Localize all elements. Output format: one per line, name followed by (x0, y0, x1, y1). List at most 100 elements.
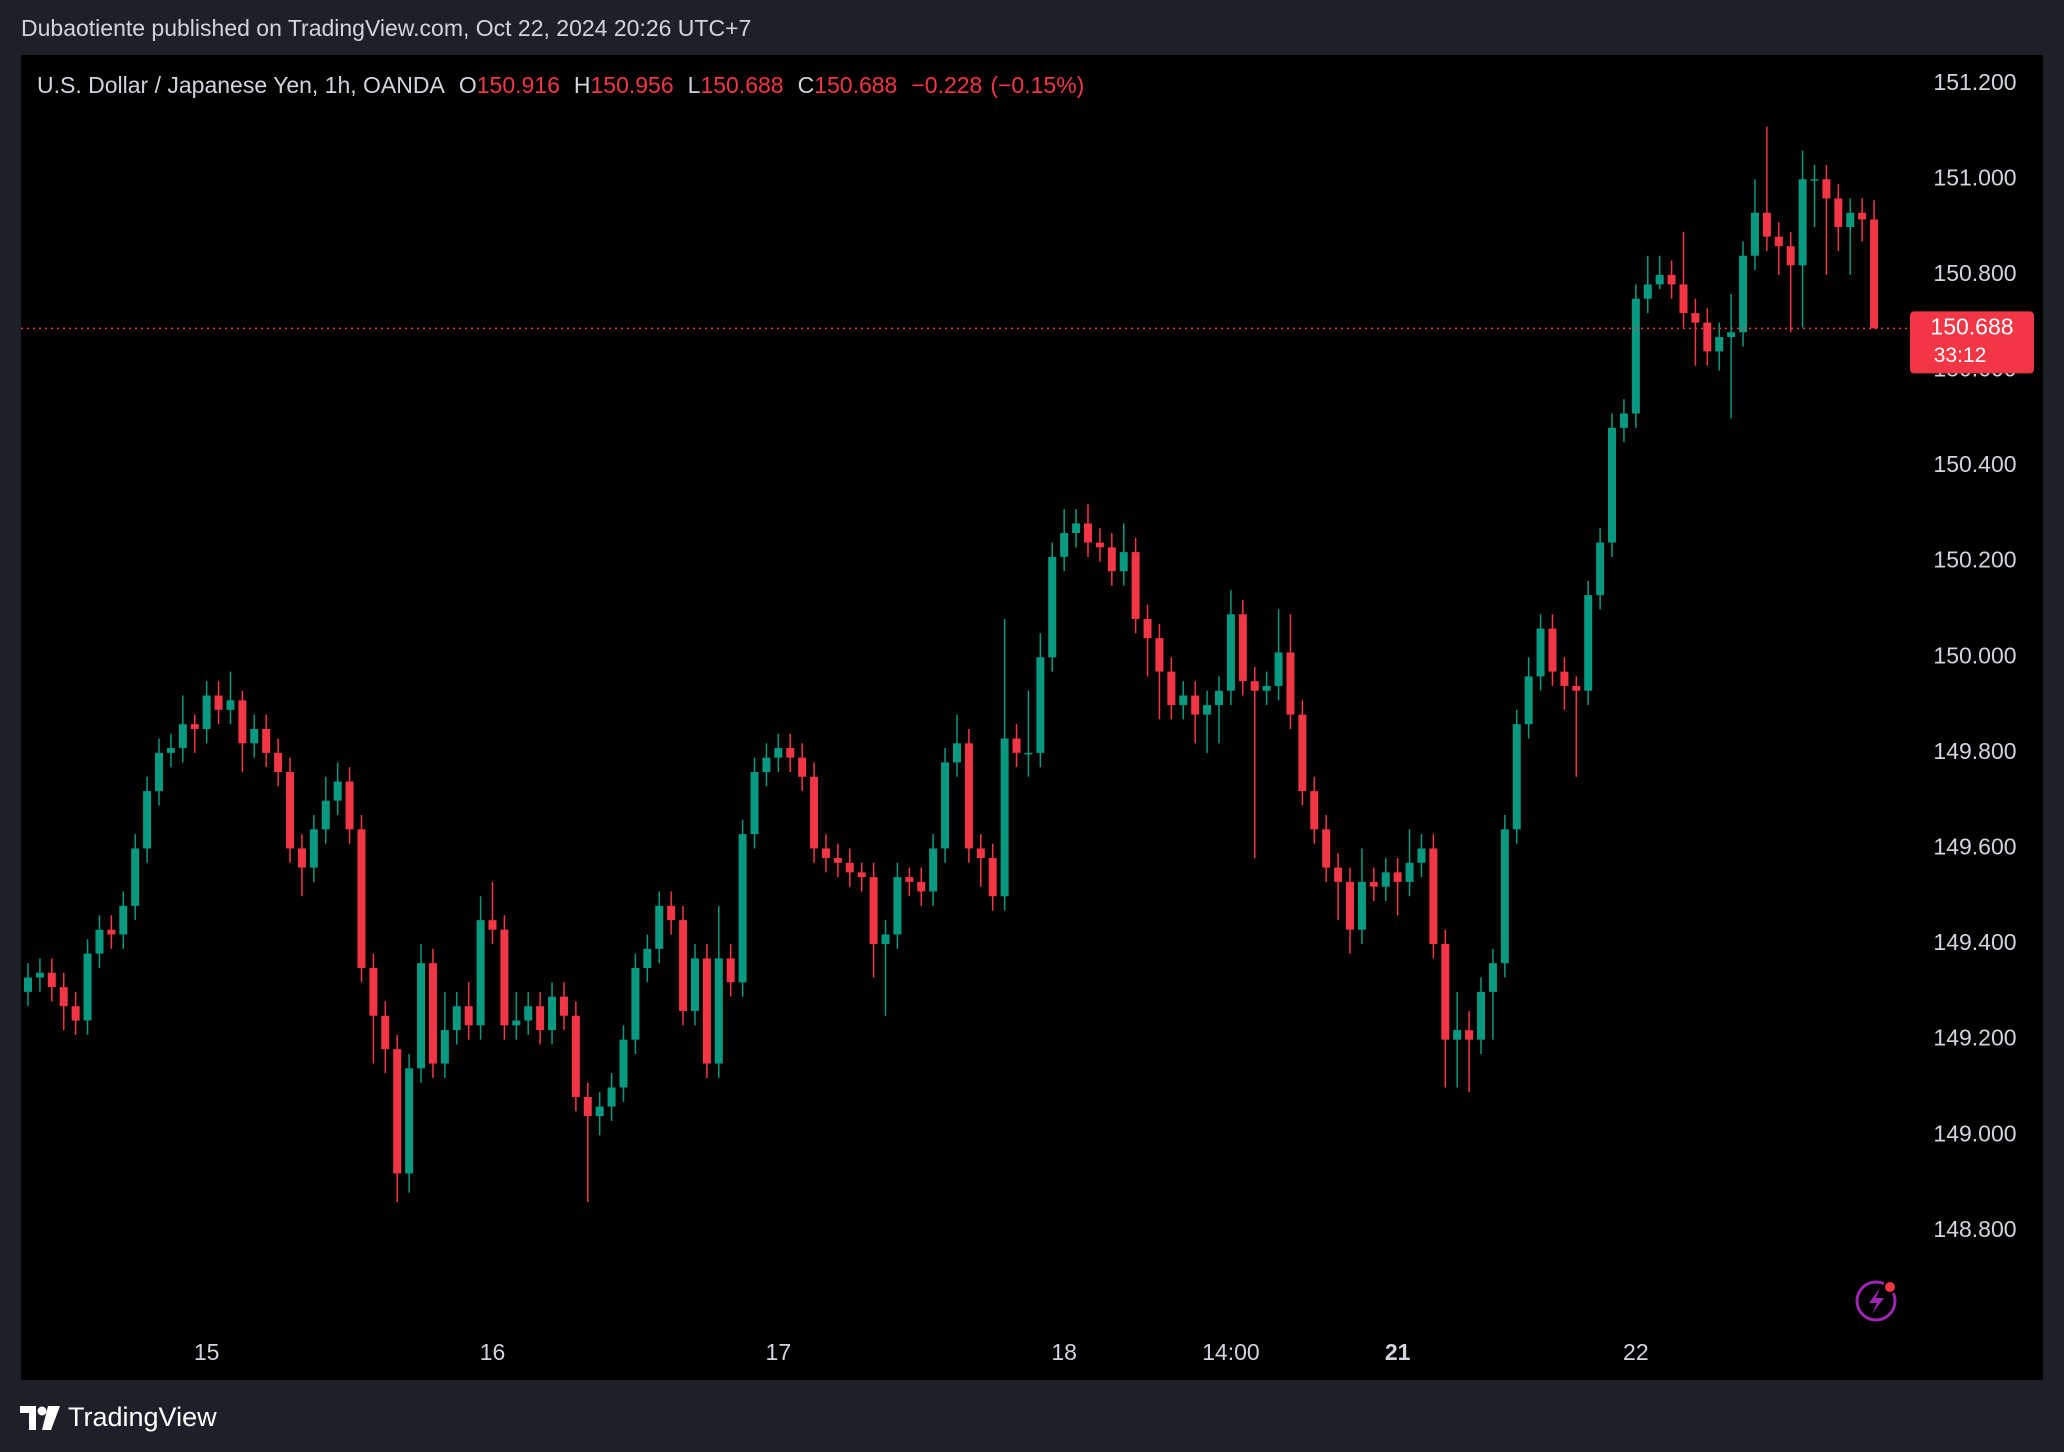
y-tick-label: 150.400 (1933, 451, 2016, 477)
candle-body (1107, 547, 1116, 572)
symbol-title: U.S. Dollar / Japanese Yen, 1h, OANDA (37, 72, 445, 98)
candle-body (1179, 695, 1188, 706)
candle-body (1155, 638, 1164, 672)
brand-logo (20, 1405, 60, 1430)
ohlc-value: 150.956 (590, 72, 674, 98)
candle-body (250, 728, 259, 744)
candle-body (381, 1015, 390, 1050)
candle-body (750, 771, 759, 835)
candle-body (655, 905, 664, 949)
candle-body (631, 967, 640, 1040)
candle-body (119, 905, 128, 935)
candle-body (1560, 671, 1569, 686)
last-price-label: 150.688 (1930, 313, 2013, 339)
candle-body (202, 695, 211, 729)
chart-pane (21, 55, 2043, 1380)
candle-body (1667, 274, 1676, 285)
candle-body (1703, 322, 1712, 352)
candle-body (1060, 532, 1069, 557)
candle-body (1619, 413, 1628, 428)
candle-body (1083, 523, 1092, 543)
brand-name: TradingView (68, 1402, 217, 1432)
candle-body (1417, 848, 1426, 863)
candle-body (548, 996, 557, 1031)
last-price-box (1910, 311, 2034, 374)
ohlc-key: H (573, 72, 591, 98)
x-tick-label: 16 (480, 1339, 506, 1365)
candle-body (214, 695, 223, 710)
candle-body (357, 829, 366, 968)
candle-body (524, 1006, 533, 1021)
candle-body (178, 724, 187, 749)
candle-body (1655, 274, 1664, 285)
candle-body (1524, 676, 1533, 725)
candle-body (738, 834, 747, 983)
candle-body (1298, 714, 1307, 792)
ohlc-key: L (687, 72, 701, 98)
candle-body (1584, 595, 1593, 691)
ohlc-value: 150.688 (700, 72, 784, 98)
candle-body (226, 700, 235, 710)
ohlc-key: C (797, 72, 815, 98)
candle-body (1250, 681, 1259, 691)
candle-body (786, 748, 795, 758)
candle-body (1262, 685, 1271, 691)
candle-body (286, 771, 295, 849)
candle-body (929, 848, 938, 892)
candle-body (1381, 872, 1390, 887)
candle-body (1143, 619, 1152, 639)
candle-body (583, 1097, 592, 1117)
candle-body (1691, 313, 1700, 323)
candle-body (1238, 614, 1247, 682)
candle-body (1477, 991, 1486, 1040)
candle-body (488, 920, 497, 930)
candle-body (619, 1039, 628, 1088)
candle-body (833, 858, 842, 863)
candle-body (1762, 212, 1771, 237)
candle-body (679, 920, 688, 1011)
candle-body (1548, 628, 1557, 672)
candle-body (393, 1049, 402, 1174)
publisher-line: Dubaotiente published on TradingView.com… (21, 15, 752, 41)
candle-body (976, 848, 985, 859)
candle-body (238, 700, 247, 744)
candle-body (1191, 695, 1200, 715)
candle-body (857, 872, 866, 878)
candle-body (1215, 690, 1223, 706)
candle-body (1012, 738, 1021, 753)
candle-body (1072, 523, 1081, 533)
candle-body (1822, 179, 1831, 199)
candle-body (464, 1006, 473, 1026)
change: −0.228 (911, 72, 983, 98)
candle-body (607, 1087, 616, 1107)
candle-body (1322, 829, 1331, 868)
countdown-label: 33:12 (1934, 344, 1987, 367)
candle-body (24, 977, 32, 992)
candle-body (309, 829, 318, 868)
candle-body (1739, 255, 1748, 333)
candle-body (1393, 872, 1402, 882)
candle-body (667, 905, 676, 921)
candle-body (595, 1106, 604, 1117)
footer: TradingView (20, 1402, 217, 1433)
candle-body (1286, 652, 1295, 715)
y-tick-label: 151.000 (1933, 164, 2016, 190)
candle-body (762, 757, 771, 772)
candle-body (714, 958, 723, 1064)
candle-body (798, 757, 807, 777)
y-tick-label: 149.000 (1933, 1120, 2016, 1146)
ohlc-value: 150.916 (476, 72, 560, 98)
candle-body (1608, 427, 1617, 543)
candle-body (369, 967, 378, 1016)
candle-body (83, 953, 92, 1021)
candle-body (1750, 212, 1759, 256)
candle-body (774, 748, 783, 758)
candle-body (1357, 881, 1366, 930)
candle-body (143, 791, 152, 849)
candle-body (881, 934, 890, 945)
y-tick-label: 149.800 (1933, 738, 2016, 764)
candle-body (1441, 944, 1450, 1040)
candle-body (1095, 542, 1104, 548)
change-percent: (−0.15%) (990, 72, 1085, 98)
